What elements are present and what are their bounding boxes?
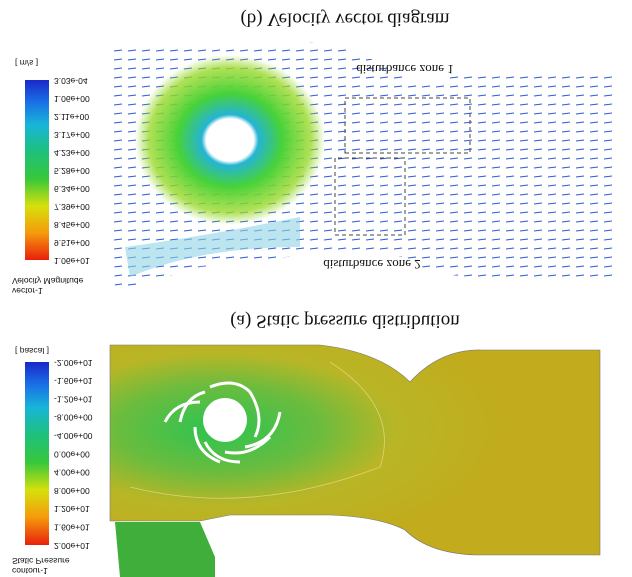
colorbar [25, 362, 49, 545]
legend-tick-label: 4.23e+00 [54, 148, 90, 158]
legend-title: contour-1 [12, 566, 48, 576]
zone-box [334, 157, 406, 236]
velocity-domain [110, 42, 615, 292]
legend-tick-label: 8.00e+00 [54, 486, 90, 496]
legend-tick-label: 8.45e+00 [54, 220, 90, 230]
legend-tick-label: -4.00e+00 [54, 431, 93, 441]
legend-quantity: Velocity Magnitude [12, 276, 84, 286]
legend-tick-label: 2.00e+01 [54, 541, 90, 551]
zone-box [344, 97, 471, 154]
annotation: disturbance zone 2 [323, 257, 420, 272]
caption: (a) Static pressure distribution [230, 311, 460, 332]
legend-tick-label: -8.00e+00 [54, 413, 93, 423]
legend-tick-label: 3.17e+00 [54, 130, 90, 140]
legend-tick-label: 5.28e+00 [54, 166, 90, 176]
pressure-domain [109, 344, 601, 577]
legend-tick-label: 1.60e+01 [54, 522, 90, 532]
legend-tick-label: 9.51e+00 [54, 238, 90, 248]
legend-tick-label: 4.00e+00 [54, 468, 90, 478]
legend-tick-label: -1.60e+01 [54, 376, 93, 386]
legend-unit: [ pascal ] [15, 346, 49, 356]
legend-tick-label: 3.03e-04 [54, 76, 88, 86]
legend-tick-label: 0.00e+00 [54, 449, 90, 459]
legend-tick-label: 7.39e+00 [54, 202, 90, 212]
legend-quantity: Static Pressure [12, 556, 70, 566]
legend-tick-label: 1.06e+01 [54, 256, 90, 266]
legend-tick-label: 6.34e+00 [54, 184, 90, 194]
legend-title: vector-1 [12, 286, 43, 296]
legend-tick-label: -1.20e+01 [54, 394, 93, 404]
colorbar [25, 80, 49, 260]
legend-tick-label: -2.00e+01 [54, 358, 93, 368]
legend-tick-label: 1.20e+01 [54, 504, 90, 514]
legend-unit: [ m/s ] [15, 58, 38, 68]
legend-tick-label: 2.11e+00 [54, 112, 89, 122]
annotation: disturbance zone 1 [356, 62, 453, 77]
caption: (b) Velocity vector diagram [240, 9, 449, 30]
legend-tick-label: 1.06e+00 [54, 94, 90, 104]
